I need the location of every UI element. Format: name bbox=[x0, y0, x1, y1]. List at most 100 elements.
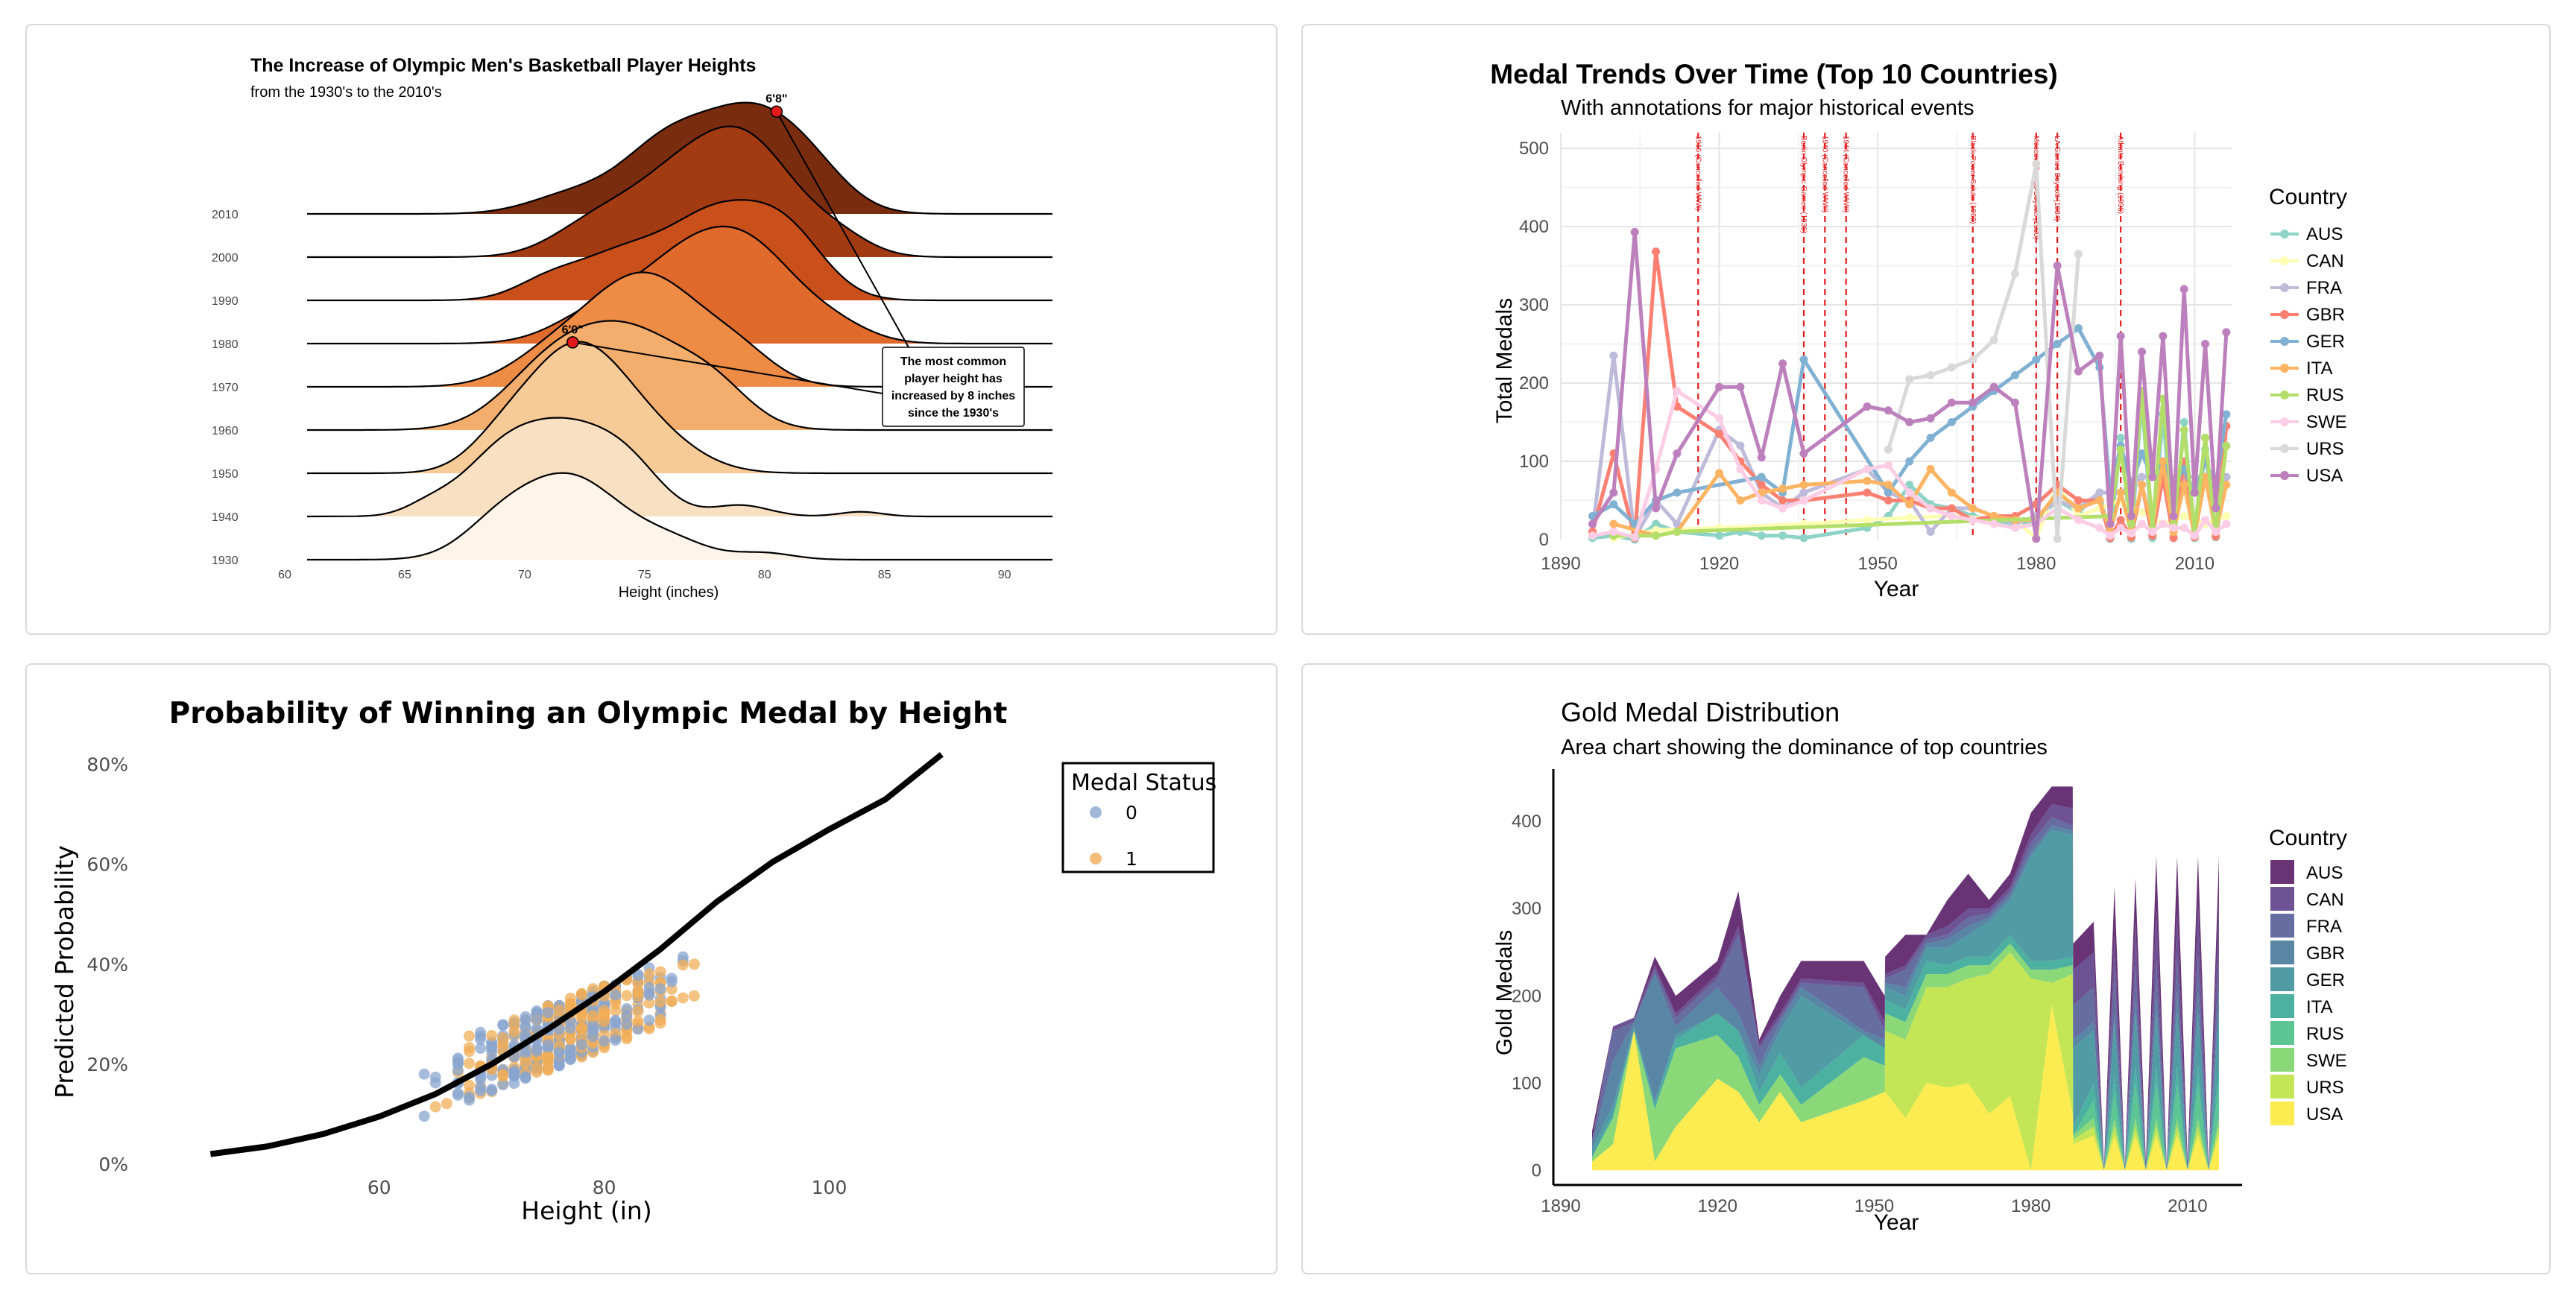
legend-title: Country bbox=[2269, 185, 2347, 209]
y-tick-label: 1950 bbox=[212, 468, 239, 481]
data-point-GBR bbox=[1884, 496, 1892, 505]
data-point-SWE bbox=[2106, 531, 2115, 540]
y-tick-label: 20% bbox=[86, 1054, 128, 1075]
data-point-medal-1 bbox=[610, 1005, 622, 1017]
y-tick-label: 400 bbox=[1512, 812, 1541, 832]
data-point-ITA bbox=[2159, 457, 2168, 466]
data-point-FRA bbox=[1736, 441, 1745, 450]
data-point-SWE bbox=[1630, 533, 1639, 542]
ridge-line-1950 bbox=[307, 341, 1052, 475]
y-tick-label: 60% bbox=[86, 854, 128, 876]
ridge-fill-2000 bbox=[356, 126, 1052, 257]
legend-label: CAN bbox=[2306, 251, 2344, 271]
data-point-ITA bbox=[1905, 500, 1914, 509]
legend-key-point bbox=[2280, 283, 2289, 292]
legend-key-swatch bbox=[2270, 1048, 2294, 1072]
y-tick-label: 0% bbox=[98, 1154, 128, 1175]
data-point-SWE bbox=[1799, 496, 1808, 505]
x-tick-label: 65 bbox=[398, 569, 411, 581]
data-point-CAN bbox=[2222, 512, 2231, 520]
data-point-SWE bbox=[1989, 519, 1998, 528]
ridgeline-chart: The Increase of Olympic Men's Basketball… bbox=[212, 55, 1052, 601]
data-point-USA bbox=[2106, 519, 2115, 528]
medal-trends-chart: Medal Trends Over Time (Top 10 Countries… bbox=[1490, 59, 2347, 601]
data-point-medal-0 bbox=[531, 1013, 543, 1025]
data-point-USA bbox=[2169, 512, 2178, 520]
data-point-ITA bbox=[1926, 465, 1935, 473]
y-tick-label: 1990 bbox=[212, 295, 239, 308]
data-point-ITA bbox=[2074, 504, 2083, 513]
ridge-fill-1980 bbox=[356, 226, 1052, 344]
data-point-medal-1 bbox=[677, 959, 689, 971]
data-point-medal-1 bbox=[654, 996, 666, 1008]
gold-distribution-chart: Gold Medal Distribution Area chart showi… bbox=[1492, 697, 2347, 1235]
data-point-RUS bbox=[2127, 519, 2135, 528]
legend-label: URS bbox=[2306, 1078, 2344, 1098]
event-label: Black Power Salute (1968) bbox=[1969, 136, 1977, 224]
data-point-medal-0 bbox=[475, 1043, 487, 1055]
data-point-medal-1 bbox=[587, 1010, 599, 1022]
area-GBR bbox=[1592, 826, 2219, 1171]
data-point-SWE bbox=[2138, 519, 2147, 528]
data-point-USA bbox=[2201, 340, 2210, 348]
data-point-medal-1 bbox=[508, 1019, 520, 1031]
data-point-URS bbox=[2032, 159, 2041, 168]
data-point-GER bbox=[1673, 488, 1682, 497]
x-axis-label: Year bbox=[1874, 1210, 1919, 1235]
data-point-USA bbox=[2159, 332, 2168, 341]
legend-label: CAN bbox=[2306, 890, 2344, 910]
data-point-SWE bbox=[1884, 461, 1892, 470]
data-point-medal-0 bbox=[677, 951, 689, 963]
ridge-line-1960 bbox=[307, 320, 1052, 432]
legend-key-point bbox=[2280, 391, 2289, 399]
x-tick-label: 80 bbox=[593, 1177, 616, 1198]
data-point-ITA bbox=[1884, 481, 1892, 489]
ridge-line-1930 bbox=[307, 472, 1052, 561]
data-point-SWE bbox=[2010, 523, 2019, 532]
legend-key-point bbox=[2280, 256, 2289, 265]
data-point-ITA bbox=[1989, 512, 1998, 520]
data-point-medal-1 bbox=[564, 1033, 576, 1045]
annotation-text: player height has bbox=[904, 373, 1003, 385]
y-axis-label: Gold Medals bbox=[1492, 930, 1517, 1055]
data-point-medal-0 bbox=[654, 983, 666, 995]
data-point-USA bbox=[1609, 488, 1618, 497]
data-point-medal-0 bbox=[542, 1039, 554, 1051]
mode-point-label: 6'0" bbox=[562, 323, 584, 336]
data-point-medal-0 bbox=[452, 1087, 464, 1099]
data-point-medal-0 bbox=[542, 1007, 554, 1019]
legend-label: FRA bbox=[2306, 278, 2342, 298]
data-point-USA bbox=[1673, 449, 1682, 458]
data-point-SWE bbox=[1736, 465, 1745, 473]
data-point-ITA bbox=[1799, 481, 1808, 489]
data-point-medal-0 bbox=[587, 1031, 599, 1043]
data-point-URS bbox=[2053, 534, 2062, 543]
legend-box bbox=[1061, 762, 1215, 873]
legend-label: FRA bbox=[2306, 917, 2342, 937]
data-point-GBR bbox=[2074, 496, 2083, 505]
data-point-SWE bbox=[1609, 528, 1618, 536]
legend-key-point bbox=[2280, 471, 2289, 480]
chart-title: The Increase of Olympic Men's Basketball… bbox=[250, 55, 756, 76]
mode-point bbox=[566, 336, 579, 349]
annotation-leader bbox=[572, 341, 883, 394]
ridge-line-1990 bbox=[307, 199, 1052, 302]
data-point-USA bbox=[1630, 227, 1639, 236]
data-point-USA bbox=[2032, 534, 2041, 543]
legend-label: RUS bbox=[2306, 1024, 2344, 1044]
ridgeline-panel: The Increase of Olympic Men's Basketball… bbox=[25, 24, 1278, 635]
medal-probability-panel: Probability of Winning an Olympic Medal … bbox=[25, 663, 1278, 1274]
data-point-medal-1 bbox=[587, 983, 599, 995]
data-point-medal-1 bbox=[497, 1031, 509, 1043]
x-tick-label: 85 bbox=[878, 569, 891, 581]
data-point-CAN bbox=[1863, 516, 1872, 525]
data-point-AUS bbox=[1778, 531, 1787, 540]
data-point-medal-0 bbox=[621, 1019, 633, 1031]
data-point-ITA bbox=[1715, 469, 1724, 478]
gold-distribution-panel: Gold Medal Distribution Area chart showi… bbox=[1301, 663, 2551, 1274]
x-tick-label: 60 bbox=[367, 1177, 391, 1198]
y-tick-label: 500 bbox=[1519, 139, 1549, 159]
y-tick-label: 1940 bbox=[212, 511, 239, 524]
data-point-RUS bbox=[2222, 441, 2231, 450]
x-tick-label: 1950 bbox=[1858, 554, 1898, 574]
